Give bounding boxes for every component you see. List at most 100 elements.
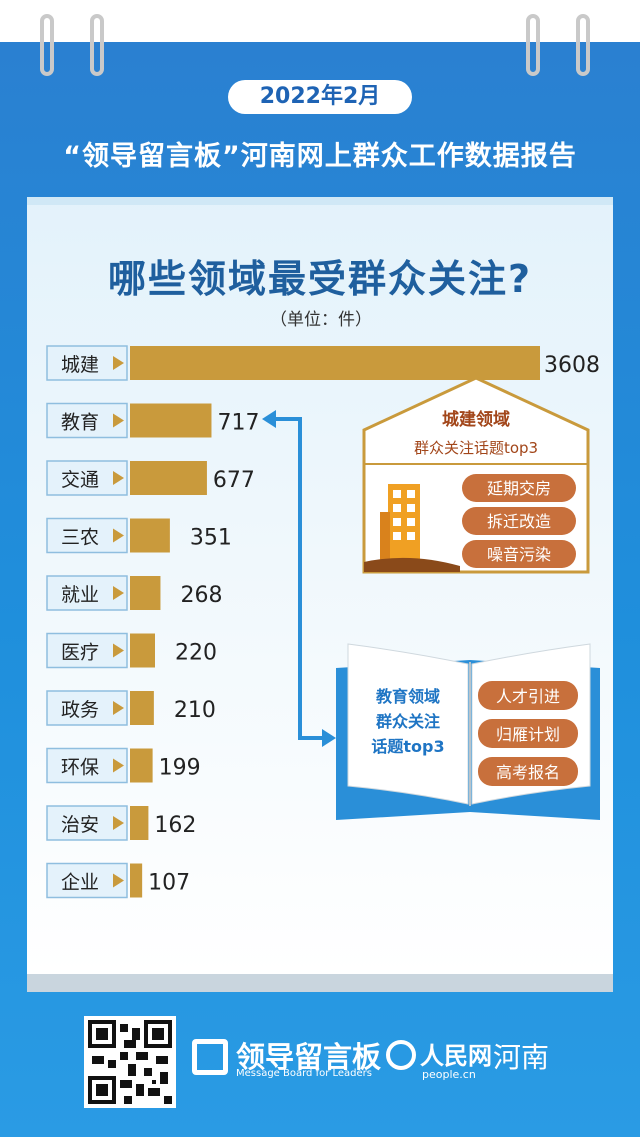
category-label: 就业 [61,584,99,606]
topic-pill: 拆迁改造 [462,507,576,535]
category-label: 三农 [61,527,99,549]
bar [130,576,161,610]
category-arrow-icon [113,701,124,715]
region-label: 河南 [493,1041,550,1074]
connector-arrow [262,410,336,747]
category-label: 城建 [61,354,99,376]
people-logo-icon [386,1040,416,1070]
qr-code-pattern [88,1020,172,1104]
report-title: “领导留言板”河南网上群众工作数据报告 [63,141,577,172]
category-arrow-icon [113,586,124,600]
binder-ring-icon [40,14,54,76]
building-icon [364,484,460,572]
topic-pill-label: 人才引进 [496,687,560,706]
category-label: 治安 [61,814,99,836]
bar-row: 教育 717 [46,402,259,439]
education-callout-line: 教育领域 [376,687,440,706]
logo-subtitle: Message Board for Leaders [236,1068,373,1079]
bar-row: 城建 3608 [46,345,600,381]
education-callout-line: 群众关注 [376,712,440,731]
report-date: 2022年2月 [228,80,412,114]
bar-value-label: 3608 [544,353,600,378]
binder-ring-icon [90,14,104,76]
topic-pill: 高考报名 [478,757,578,786]
topic-pill-bg [478,719,578,748]
bar [130,633,155,668]
bar-row: 环保 199 [46,747,201,784]
bar [130,403,212,438]
category-label: 环保 [61,757,99,779]
bar-value-label: 351 [190,526,232,551]
binder-ring-icon [576,14,590,76]
topic-pill: 延期交房 [462,474,576,502]
bar-row: 三农 351 [46,517,232,554]
topic-pill: 人才引进 [478,681,578,710]
bar-row: 政务 210 [46,690,216,726]
bar-row: 就业 268 [46,575,222,611]
bar-row: 企业 107 [46,862,190,899]
topic-pill-bg [478,681,578,710]
bar [130,461,207,495]
topic-pill-label: 归雁计划 [496,725,560,744]
topic-pill-bg [462,540,576,568]
bar [130,863,143,898]
urban-callout-subtitle: 群众关注话题top3 [414,439,538,457]
topic-pill-bg [462,474,576,502]
bar-row: 医疗 220 [46,632,217,669]
binder-ring-icon [526,14,540,76]
bar-value-label: 220 [175,641,217,666]
bar-value-label: 210 [174,698,216,723]
bar-row: 交通 677 [46,460,255,496]
category-arrow-icon [113,643,124,658]
panel-top-edge [27,197,613,205]
bar [130,346,540,380]
topic-pill-label: 拆迁改造 [487,512,551,531]
category-arrow-icon [113,528,124,543]
message-board-logo-icon [192,1039,228,1075]
category-label: 教育 [61,412,99,434]
bar [130,691,154,725]
bar [130,806,149,840]
bar-value-label: 107 [148,871,190,896]
category-arrow-icon [113,471,124,485]
bars-layer: 城建 3608 教育 717 交通 677 三农 351 就业 268 医疗 220 政务 210 环保 19… [46,345,600,899]
bar-value-label: 268 [180,583,222,608]
category-arrow-icon [113,816,124,830]
topic-pill: 噪音污染 [462,540,576,568]
topic-pill-label: 延期交房 [487,479,551,498]
urban-callout-title: 城建领域 [442,409,510,430]
category-arrow-icon [113,873,124,888]
people-name: 人民网 [420,1041,492,1070]
bar [130,748,153,783]
category-label: 交通 [61,469,99,491]
chart-unit: （单位：件） [270,310,372,330]
topic-pill-bg [478,757,578,786]
category-label: 医疗 [61,642,99,664]
category-arrow-icon [113,356,124,370]
topic-pill: 归雁计划 [478,719,578,748]
topic-pill-label: 高考报名 [496,763,560,782]
bar-value-label: 677 [213,468,255,493]
chart-title: 哪些领域最受群众关注? [107,257,533,301]
category-arrow-icon [113,413,124,428]
topic-pill-label: 噪音污染 [487,545,551,564]
bar-value-label: 162 [154,813,196,838]
bar-row: 治安 162 [46,805,196,841]
bar [130,518,170,553]
panel-shadow [27,974,613,992]
bar-value-label: 199 [159,756,201,781]
logo-name: 领导留言板 [236,1040,382,1074]
category-label: 企业 [61,872,99,894]
qr-code-icon[interactable] [84,1016,176,1108]
topic-pill-bg [462,507,576,535]
category-label: 政务 [61,699,99,721]
people-subtitle: people.cn [422,1068,476,1081]
education-callout-line: 话题top3 [371,737,444,756]
bar-value-label: 717 [217,411,259,436]
bar-chart: 城建 3608 教育 717 交通 677 三农 351 就业 268 医疗 220 政务 210 环保 19… [46,345,600,899]
